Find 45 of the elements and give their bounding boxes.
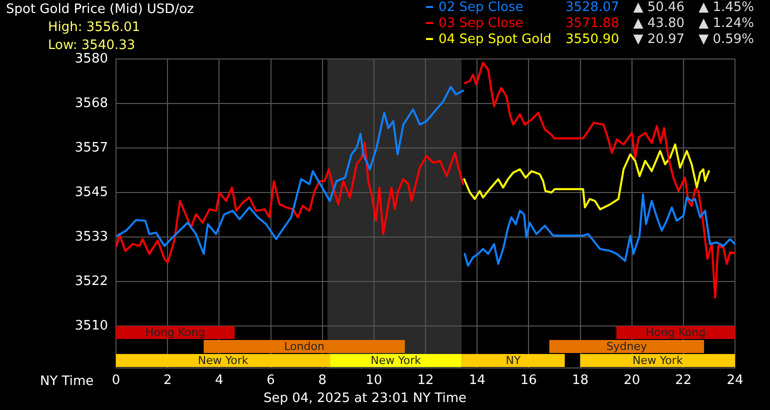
legend-label: 02 Sep Close xyxy=(438,0,524,16)
band-label: New York xyxy=(198,354,249,367)
y-tick-label: 3580 xyxy=(74,51,108,66)
band-label: London xyxy=(284,340,324,353)
text: High: 3556.01 xyxy=(48,20,140,36)
band-label: Hong Kong xyxy=(646,326,706,339)
text: ▲ 43.80 xyxy=(632,16,685,32)
x-tick-label: 10 xyxy=(366,373,382,388)
x-tick-label: 12 xyxy=(417,373,434,388)
legend-label: 04 Sep Spot Gold xyxy=(438,32,552,48)
x-tick-label: 22 xyxy=(675,373,692,388)
x-tick-label: 0 xyxy=(112,373,120,388)
x-tick-label: 4 xyxy=(215,373,224,388)
text: Low: 3540.33 xyxy=(48,38,136,53)
text: ▲ 1.24% xyxy=(698,16,754,32)
text: ▲ 50.46 xyxy=(632,0,685,16)
y-tick-label: 3522 xyxy=(74,274,108,289)
chart-title: Spot Gold Price (Mid) USD/oz xyxy=(6,2,194,18)
y-tick-label: 3557 xyxy=(74,140,108,156)
text: ▲ 1.45% xyxy=(698,0,754,16)
text: ▼ 0.59% xyxy=(698,32,754,48)
band-label: Sydney xyxy=(606,340,648,353)
text: 3550.90 xyxy=(564,32,620,48)
y-tick-label: 3568 xyxy=(74,96,108,111)
x-tick-label: 6 xyxy=(266,373,275,388)
x-tick-label: 2 xyxy=(163,373,172,388)
text: 3528.07 xyxy=(564,0,620,16)
x-tick-label: 14 xyxy=(468,373,486,388)
text: 3571.88 xyxy=(564,16,620,32)
text: Sep 04, 2025 at 23:01 NY Time xyxy=(263,391,467,407)
band-label: NY xyxy=(506,354,521,367)
y-tick-label: 3533 xyxy=(74,229,108,244)
band-label: New York xyxy=(632,354,684,367)
x-tick-label: 24 xyxy=(726,373,744,388)
band-label: Hong Kong xyxy=(145,326,206,339)
x-tick-label: 16 xyxy=(520,373,537,388)
y-tick-label: 3510 xyxy=(74,318,108,334)
x-axis-title: NY Time xyxy=(40,374,94,390)
x-tick-label: 8 xyxy=(318,373,326,388)
band-label: New York xyxy=(370,354,422,367)
x-tick-label: 18 xyxy=(572,373,589,388)
legend-label: 03 Sep Close xyxy=(438,16,524,32)
x-tick-label: 20 xyxy=(624,373,640,388)
text: ▼ 20.97 xyxy=(632,32,685,48)
y-tick-label: 3545 xyxy=(74,184,108,200)
